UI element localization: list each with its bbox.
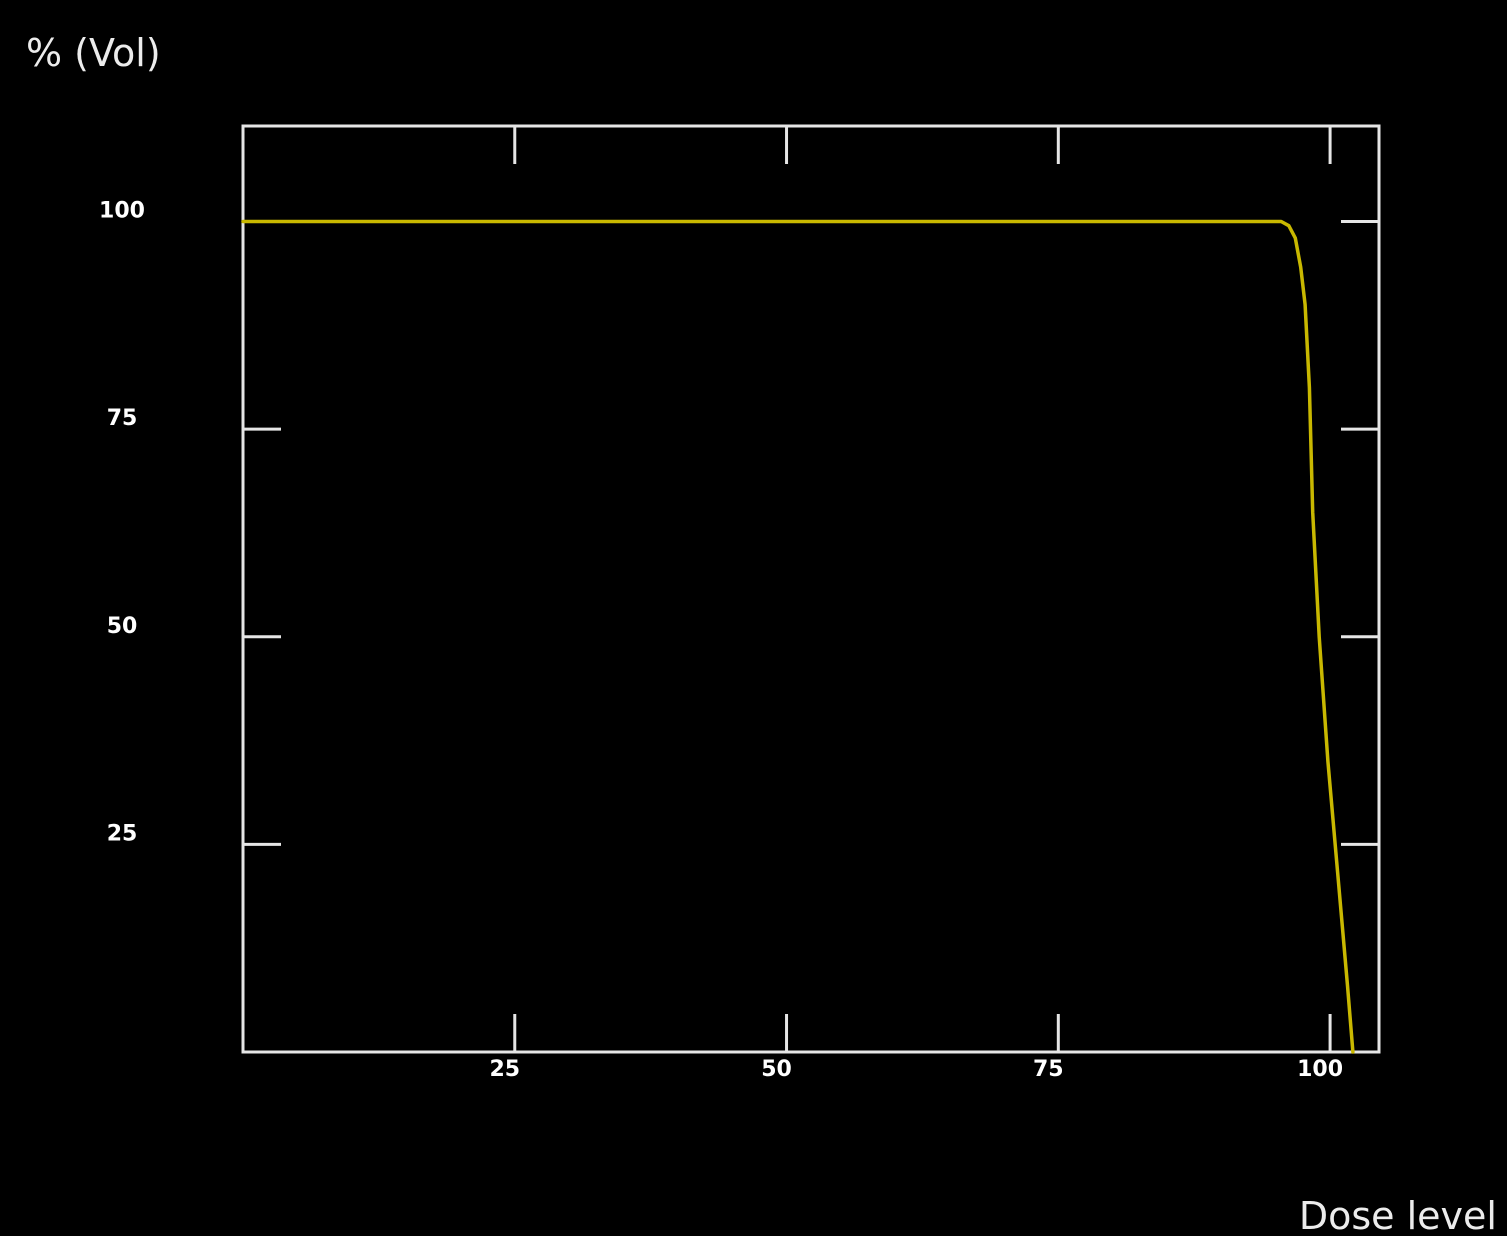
- series-layer: [241, 219, 1355, 1054]
- y-axis-title: % (Vol): [26, 31, 161, 75]
- x-tick-label-75: 75: [1033, 1057, 1064, 1082]
- x-tick-label-25: 25: [489, 1057, 520, 1082]
- x-axis-ticks: [513, 126, 1332, 1052]
- y-tick-label-50: 50: [107, 614, 138, 639]
- y-tick-label-100: 100: [99, 199, 145, 224]
- y-axis-ticks: [243, 220, 1379, 846]
- x-tick-label-50: 50: [761, 1057, 792, 1082]
- plot-frame: [241, 124, 1381, 1054]
- y-tick-label-75: 75: [107, 406, 138, 431]
- dvh-curve-0: [241, 219, 1355, 1054]
- x-tick-label-100: 100: [1297, 1057, 1343, 1082]
- y-axis-tick-labels: 25 50 75 100: [99, 199, 145, 847]
- y-tick-label-25: 25: [107, 821, 138, 846]
- x-axis-tick-labels: 25 50 75 100: [489, 1057, 1343, 1082]
- x-axis-title: Dose level: [1299, 1194, 1497, 1236]
